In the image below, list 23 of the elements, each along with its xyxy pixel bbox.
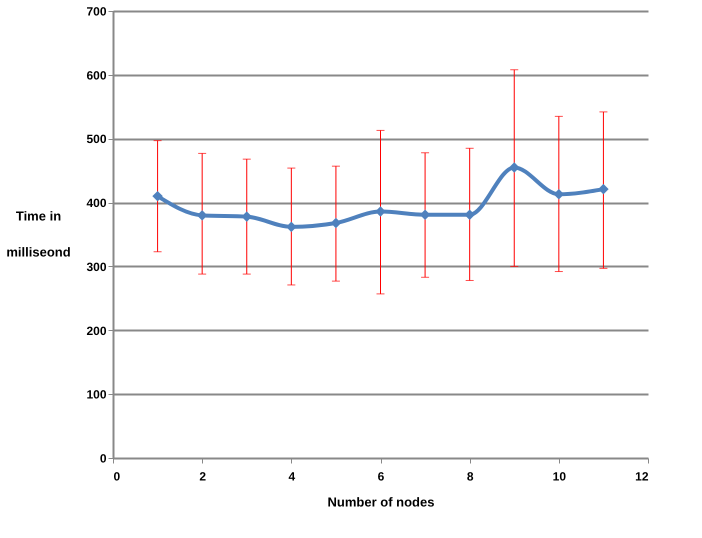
x-tick-label: 2 (199, 470, 206, 484)
y-tick-label: 300 (86, 260, 107, 274)
y-tick-label: 400 (86, 196, 107, 210)
y-tick-label: 500 (86, 132, 107, 146)
point (598, 184, 609, 194)
x-tick-label: 10 (552, 470, 566, 484)
point (242, 211, 252, 222)
y-tick-label: 600 (86, 68, 107, 82)
x-tick-label: 4 (288, 470, 296, 484)
y-tick-label: 0 (100, 452, 107, 466)
x-tick-label: 0 (114, 470, 120, 484)
point (152, 190, 163, 202)
y-tick-label: 100 (86, 388, 107, 402)
y-tick-label: 200 (86, 324, 107, 338)
x-tick-label: 8 (466, 470, 474, 484)
point (196, 210, 208, 221)
point (330, 218, 342, 228)
x-tick-label: 6 (378, 470, 385, 484)
x-tick-label: 12 (635, 470, 649, 484)
text: Time in milliseond (6, 208, 71, 260)
x-axis-title: Number of nodes (328, 494, 434, 510)
point (509, 162, 520, 173)
y-tick-label: 700 (86, 4, 107, 18)
